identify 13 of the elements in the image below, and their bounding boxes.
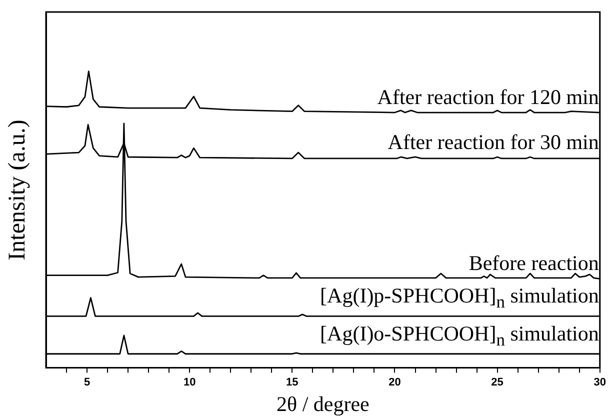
- x-tick-label: 5: [84, 376, 90, 388]
- series-label: [Ag(I)p-SPHCOOH]$_{n}$ simulation: [320, 284, 599, 312]
- series-label: After reaction for 30 min: [388, 130, 599, 154]
- x-tick-label: 25: [491, 376, 504, 388]
- series-label: [Ag(I)o-SPHCOOH]$_{n}$ simulation: [320, 321, 599, 350]
- x-tick-label: 15: [286, 376, 298, 388]
- x-tick-label: 30: [594, 376, 606, 388]
- x-axis-title: 2θ / degree: [276, 392, 370, 417]
- x-tick-label: 20: [388, 376, 401, 388]
- x-tick-label: 10: [183, 376, 196, 388]
- series-label: Before reaction: [468, 250, 599, 275]
- series-label: After reaction for 120 min: [377, 84, 599, 108]
- y-axis-title: Intensity (a.u.): [4, 120, 32, 260]
